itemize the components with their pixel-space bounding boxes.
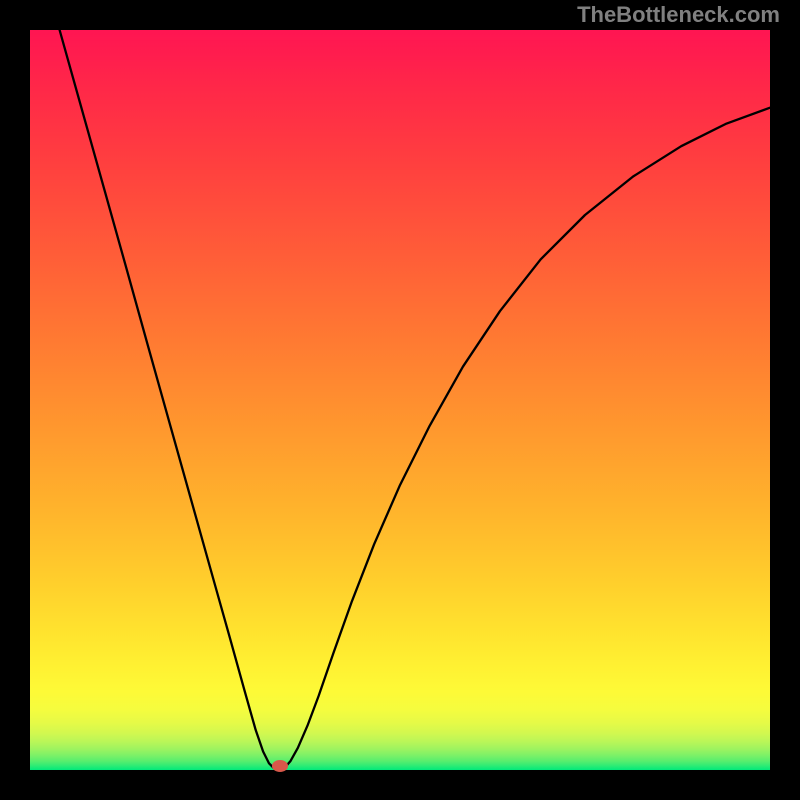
bottleneck-curve xyxy=(30,30,770,770)
plot-area xyxy=(30,30,770,770)
chart-outer-frame: TheBottleneck.com xyxy=(0,0,800,800)
optimum-marker xyxy=(272,760,288,772)
watermark-text: TheBottleneck.com xyxy=(577,2,780,28)
